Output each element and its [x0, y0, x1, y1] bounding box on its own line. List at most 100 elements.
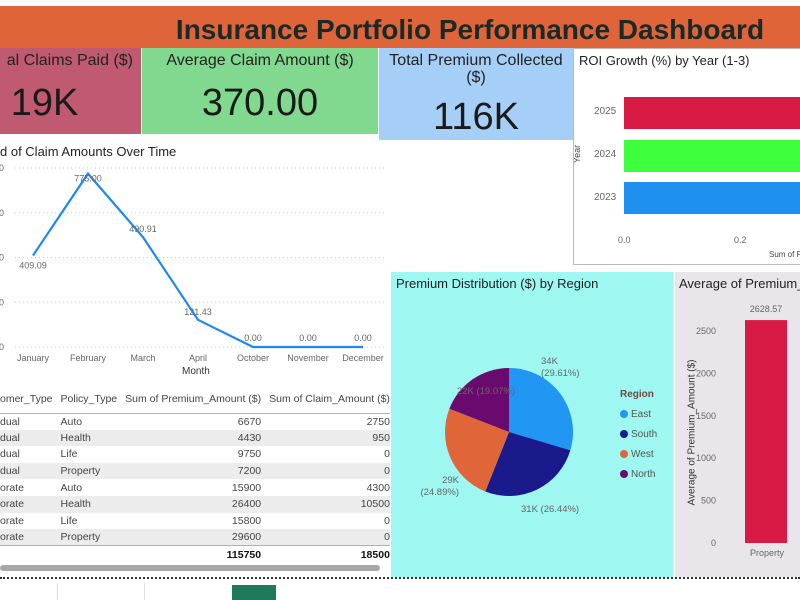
table-row[interactable]: dual Life 9750 0	[0, 446, 390, 463]
kpi-label: Total Premium Collected ($)	[389, 52, 563, 86]
chart-title: ROI Growth (%) by Year (1-3)	[579, 53, 750, 68]
y-tick: 200	[0, 297, 4, 307]
divider	[57, 583, 58, 600]
y-axis-label: Year	[573, 144, 583, 164]
line-plot: 0 200 400 600 800 409.09 January 775.00 February…	[0, 163, 385, 363]
claims-trend-line-chart[interactable]: d of Claim Amounts Over Time 0 200 400 600 8…	[0, 140, 390, 380]
pie-slice-north	[449, 368, 509, 432]
legend-label: West	[631, 448, 654, 460]
total-cell: 18500	[360, 549, 390, 561]
column-header[interactable]: omer_Type	[0, 392, 53, 405]
kpi-total-premium-collected: Total Premium Collected ($) 116K	[379, 48, 573, 140]
table-row[interactable]: dual Auto 6670 2750	[0, 413, 390, 430]
table-cell: Health	[60, 498, 91, 511]
data-label: 0.00	[299, 333, 317, 343]
y-tick: 2023	[594, 192, 617, 203]
label-line: (29.61%)	[541, 368, 580, 379]
green-button[interactable]	[232, 585, 276, 600]
table-cell: Life	[60, 514, 78, 527]
y-tick: 0	[0, 342, 4, 352]
legend-item[interactable]: East	[620, 404, 657, 424]
premium-by-region-pie[interactable]: Premium Distribution ($) by Region 34K (2…	[391, 272, 673, 577]
column-header[interactable]: Sum of Premium_Amount ($)	[125, 392, 262, 405]
y-tick: 1500	[696, 411, 716, 421]
table-cell: 2750	[366, 415, 390, 428]
x-tick: December	[342, 353, 384, 363]
divider	[0, 577, 800, 579]
legend-item[interactable]: West	[620, 444, 657, 464]
page-title: Insurance Portfolio Performance Dashboar…	[175, 14, 765, 45]
legend-dot-icon	[620, 450, 628, 458]
horizontal-scrollbar[interactable]	[0, 565, 380, 571]
slice-label: 31K (26.44%)	[521, 504, 579, 515]
y-tick: 1000	[696, 453, 716, 463]
y-tick: 600	[0, 208, 4, 218]
y-tick: 2024	[594, 149, 617, 160]
avg-premium-bar-chart[interactable]: Average of Premium_ Average of Premium_A…	[675, 272, 800, 577]
total-cell	[57, 546, 122, 564]
kpi-label: al Claims Paid ($)	[6, 52, 133, 69]
x-tick: 0.0	[618, 235, 631, 245]
legend-label: South	[631, 428, 658, 440]
roi-growth-chart[interactable]: ROI Growth (%) by Year (1-3) Year 2025 2…	[573, 48, 800, 265]
x-tick: November	[287, 353, 329, 363]
table-cell: Auto	[60, 415, 83, 428]
label-line: 34K	[541, 356, 559, 367]
column-header[interactable]: Sum of Claim_Amount ($)	[269, 392, 390, 405]
table-row[interactable]: orate Health 26400 10500	[0, 495, 390, 513]
table-cell: dual	[0, 415, 20, 428]
x-axis-label: Sum of R	[769, 250, 800, 259]
legend-item[interactable]: South	[620, 424, 657, 444]
bar-2024[interactable]	[624, 140, 800, 172]
table-cell: 0	[384, 514, 390, 527]
table-row[interactable]: orate Life 15800 0	[0, 512, 390, 530]
kpi-total-claims-paid: al Claims Paid ($) 19K	[0, 48, 141, 134]
legend-item[interactable]: North	[620, 464, 657, 484]
table-header: omer_Type Policy_Type Sum of Premium_Amoun…	[0, 385, 390, 413]
table-cell: 15800	[231, 514, 262, 527]
table-cell: Property	[60, 531, 101, 544]
kpi-label: Average Claim Amount ($)	[166, 52, 354, 69]
table-cell: 0	[384, 448, 390, 461]
bar-2025[interactable]	[624, 97, 800, 129]
divider	[144, 583, 145, 600]
x-tick: 0.2	[734, 235, 747, 245]
bar-2023[interactable]	[624, 182, 800, 214]
pie-slice-east	[509, 368, 573, 451]
table-cell: 10500	[360, 498, 390, 511]
data-label: 2628.57	[750, 304, 783, 314]
column-header[interactable]: Policy_Type	[60, 392, 118, 405]
table-row[interactable]: dual Property 7200 0	[0, 462, 390, 480]
data-label: 0.00	[354, 333, 372, 343]
chart-title: Average of Premium_	[679, 276, 800, 291]
legend-title: Region	[620, 389, 654, 400]
table-cell: 0	[384, 531, 390, 544]
slice-label: 22K (19.07%)	[457, 386, 515, 397]
total-cell: 115750	[226, 549, 262, 561]
table-cell: Auto	[60, 481, 83, 494]
y-tick: 0	[711, 538, 716, 548]
data-table: omer_Type Policy_Type Sum of Premium_Amoun…	[0, 385, 390, 564]
table-row[interactable]: orate Auto 15900 4300	[0, 479, 390, 496]
table-cell: orate	[0, 481, 24, 494]
legend-dot-icon	[620, 410, 628, 418]
data-label: 409.09	[19, 260, 47, 270]
total-cell	[0, 546, 57, 564]
x-axis-label: Month	[182, 366, 210, 377]
totals-row: 115750 18500	[0, 545, 390, 564]
table-row[interactable]: orate Property 29600 0	[0, 529, 390, 546]
table-cell: 950	[372, 431, 390, 444]
policy-table[interactable]: omer_Type Policy_Type Sum of Premium_Amoun…	[0, 385, 390, 577]
table-cell: Life	[60, 448, 78, 461]
label-line: (24.89%)	[420, 487, 459, 498]
bar-plot: 0 500 1000 1500 2000 2500 2628.57 Property	[696, 304, 787, 558]
table-cell: Health	[60, 431, 91, 444]
x-tick: Property	[750, 548, 785, 558]
y-tick: 800	[0, 163, 4, 173]
table-row[interactable]: dual Health 4430 950	[0, 429, 390, 447]
x-tick: February	[70, 353, 107, 363]
x-tick: January	[17, 353, 50, 363]
x-tick: October	[237, 353, 269, 363]
table-cell: orate	[0, 498, 24, 511]
dashboard-header: Insurance Portfolio Performance Dashboar…	[0, 6, 800, 48]
